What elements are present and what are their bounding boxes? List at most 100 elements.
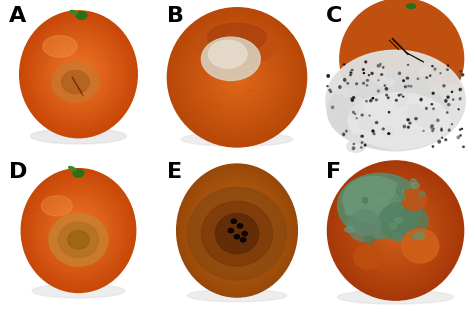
Ellipse shape [385, 88, 388, 90]
Ellipse shape [227, 219, 247, 242]
Ellipse shape [379, 213, 412, 248]
Ellipse shape [215, 214, 259, 254]
Ellipse shape [354, 244, 382, 269]
Ellipse shape [209, 49, 265, 105]
Ellipse shape [350, 72, 351, 73]
Ellipse shape [57, 207, 100, 254]
Ellipse shape [419, 68, 431, 77]
Ellipse shape [343, 133, 345, 136]
Ellipse shape [188, 289, 286, 302]
Ellipse shape [356, 83, 357, 85]
Ellipse shape [363, 197, 368, 203]
Ellipse shape [220, 212, 254, 249]
Ellipse shape [207, 197, 267, 264]
Ellipse shape [398, 95, 400, 96]
Ellipse shape [221, 62, 253, 93]
Ellipse shape [331, 106, 334, 109]
Ellipse shape [403, 80, 404, 81]
Ellipse shape [394, 229, 397, 232]
Ellipse shape [362, 196, 429, 265]
Ellipse shape [39, 31, 118, 117]
Ellipse shape [399, 72, 401, 74]
Text: E: E [167, 162, 182, 183]
Ellipse shape [216, 57, 258, 98]
Ellipse shape [340, 0, 464, 119]
Ellipse shape [199, 39, 275, 116]
Ellipse shape [346, 180, 445, 281]
Ellipse shape [180, 167, 294, 294]
Ellipse shape [382, 128, 384, 130]
Ellipse shape [352, 108, 359, 114]
Ellipse shape [348, 133, 361, 141]
Ellipse shape [74, 226, 83, 235]
Ellipse shape [183, 23, 291, 131]
Ellipse shape [441, 85, 451, 100]
Ellipse shape [178, 18, 296, 137]
Ellipse shape [387, 222, 404, 239]
Ellipse shape [360, 194, 431, 267]
Ellipse shape [430, 84, 448, 93]
Ellipse shape [384, 85, 385, 86]
Ellipse shape [329, 163, 462, 299]
Ellipse shape [40, 189, 117, 272]
Ellipse shape [55, 49, 102, 100]
Ellipse shape [232, 225, 242, 235]
Ellipse shape [372, 206, 419, 255]
Ellipse shape [405, 112, 424, 119]
Ellipse shape [415, 118, 417, 120]
Ellipse shape [365, 199, 426, 262]
Ellipse shape [24, 16, 133, 133]
Ellipse shape [43, 36, 114, 112]
Ellipse shape [377, 65, 380, 67]
Ellipse shape [46, 39, 111, 109]
Ellipse shape [441, 130, 442, 131]
Text: A: A [9, 6, 26, 26]
Ellipse shape [343, 89, 356, 98]
Ellipse shape [228, 220, 246, 240]
Ellipse shape [73, 169, 84, 177]
Ellipse shape [28, 20, 128, 128]
Ellipse shape [348, 182, 443, 279]
Ellipse shape [448, 129, 450, 131]
Ellipse shape [379, 64, 381, 66]
Ellipse shape [174, 15, 300, 140]
Ellipse shape [204, 194, 270, 267]
Ellipse shape [416, 109, 427, 115]
Ellipse shape [388, 112, 390, 113]
Ellipse shape [229, 222, 245, 239]
Ellipse shape [429, 75, 431, 76]
Ellipse shape [194, 22, 280, 65]
Ellipse shape [406, 4, 416, 8]
Ellipse shape [349, 183, 441, 277]
Ellipse shape [31, 24, 126, 125]
Ellipse shape [227, 67, 247, 88]
Ellipse shape [339, 173, 452, 288]
Ellipse shape [423, 130, 424, 131]
Ellipse shape [190, 30, 284, 124]
Ellipse shape [43, 35, 77, 57]
Ellipse shape [395, 100, 397, 101]
Ellipse shape [391, 197, 400, 206]
Ellipse shape [432, 66, 433, 67]
Ellipse shape [460, 135, 461, 136]
Ellipse shape [193, 34, 281, 121]
Ellipse shape [218, 58, 256, 96]
Ellipse shape [461, 128, 463, 129]
Ellipse shape [180, 20, 294, 135]
Ellipse shape [445, 85, 464, 91]
Ellipse shape [361, 147, 362, 148]
Ellipse shape [234, 74, 240, 81]
Ellipse shape [351, 99, 353, 101]
Ellipse shape [457, 136, 459, 139]
Ellipse shape [236, 229, 238, 232]
Ellipse shape [372, 98, 374, 99]
Ellipse shape [441, 128, 442, 129]
Ellipse shape [76, 227, 82, 234]
Ellipse shape [445, 100, 447, 102]
Ellipse shape [223, 216, 251, 245]
Ellipse shape [351, 69, 353, 71]
Ellipse shape [44, 193, 113, 268]
Ellipse shape [341, 175, 450, 286]
Ellipse shape [195, 184, 279, 277]
Ellipse shape [34, 183, 123, 279]
